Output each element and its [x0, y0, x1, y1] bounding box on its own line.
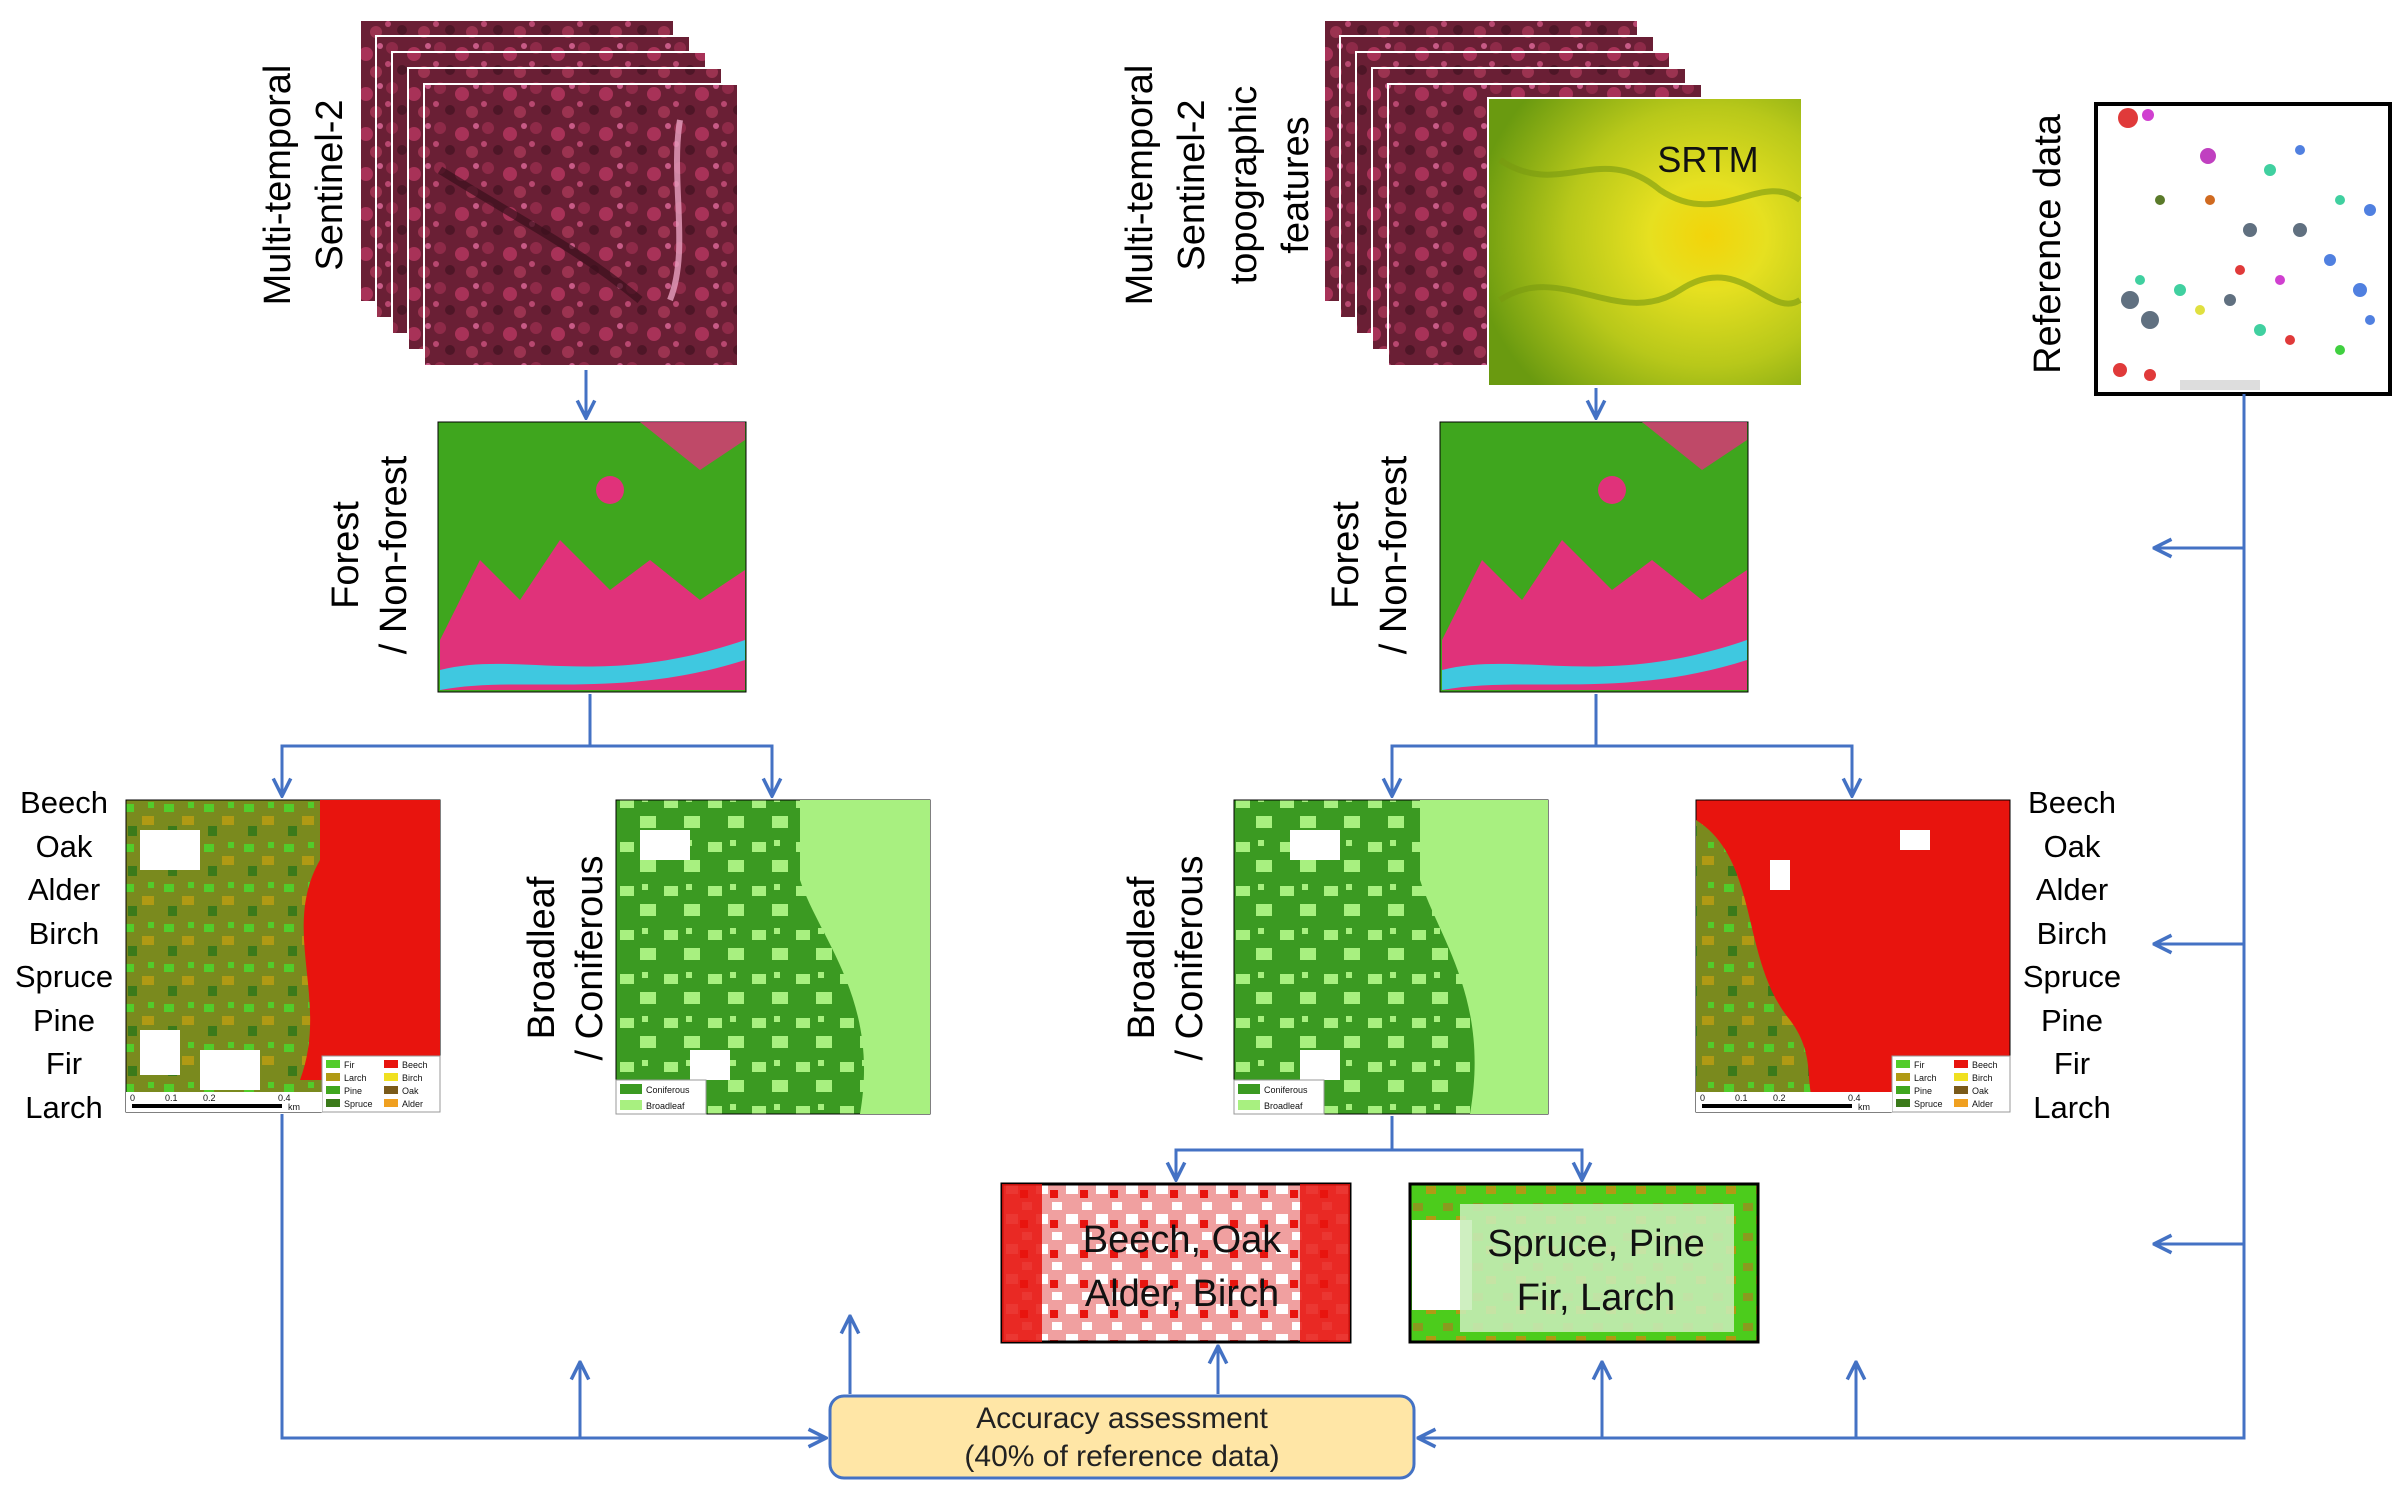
left-forest-label-2: / Non-forest: [373, 455, 415, 654]
right-species-label-spruce: Spruce: [2023, 959, 2121, 994]
broadleaf-box-line-1: Beech, Oak: [1083, 1219, 1283, 1261]
left-input-label-2: Sentinel-2: [309, 99, 351, 270]
left-legend-beech: Beech: [402, 1060, 428, 1070]
broadleaf-box-line-2: Alder, Birch: [1085, 1273, 1279, 1315]
conifer-box-line-2: Fir, Larch: [1517, 1277, 1675, 1319]
reference-data-label: Reference data: [2027, 113, 2069, 374]
accuracy-line-1: Accuracy assessment: [976, 1402, 1268, 1435]
right-scale-tick-2: 0.2: [1773, 1093, 1786, 1103]
right-legend-pine: Pine: [1914, 1086, 1932, 1096]
left-species-label-oak: Oak: [36, 829, 93, 864]
conifer-species-box: Spruce, Pine Fir, Larch: [1408, 1182, 1760, 1344]
right-species-labels: Beech Oak Alder Birch Spruce Pine Fir La…: [2023, 785, 2121, 1125]
left-legend-fir: Fir: [344, 1060, 355, 1070]
right-scale-tick-1: 0.1: [1735, 1093, 1748, 1103]
left-legend-oak: Oak: [402, 1086, 419, 1096]
right-forest-label-2: / Non-forest: [1373, 455, 1415, 654]
left-sentinel-stack: [359, 19, 739, 367]
left-scale-tick-1: 0.1: [165, 1093, 178, 1103]
right-species-label-beech: Beech: [2028, 785, 2116, 820]
right-bc-label-1: Broadleaf: [1121, 876, 1163, 1039]
left-species-labels: Beech Oak Alder Birch Spruce Pine Fir La…: [15, 785, 113, 1125]
left-forest-label-1: Forest: [325, 501, 367, 609]
right-species-label-oak: Oak: [2044, 829, 2101, 864]
right-species-label-fir: Fir: [2054, 1046, 2090, 1081]
right-species-legend-box: [1891, 1055, 2011, 1113]
arrow-reference-to-accuracy: [1418, 394, 2246, 1438]
left-bc-label-2: / Coniferous: [569, 856, 611, 1061]
srtm-label: SRTM: [1657, 139, 1758, 180]
right-bc-label-2: / Coniferous: [1169, 856, 1211, 1061]
left-species-label-larch: Larch: [25, 1090, 103, 1125]
arrow-left-forest-to-bc: [590, 744, 772, 796]
left-bc-label-1: Broadleaf: [521, 876, 563, 1039]
left-species-label-fir: Fir: [46, 1046, 82, 1081]
right-legend-larch: Larch: [1914, 1073, 1937, 1083]
left-species-label-alder: Alder: [28, 872, 100, 907]
right-scale-unit: km: [1858, 1102, 1870, 1112]
right-species-map: Fir Beech Larch Birch Pine Oak Spruce Al…: [1695, 799, 2011, 1113]
arrow-bc-to-broadleaf: [1176, 1116, 1394, 1180]
right-input-label-2: Sentinel-2: [1171, 99, 1213, 270]
arrow-right-forest-to-species: [1596, 744, 1852, 796]
right-forest-map: [1439, 421, 1749, 693]
left-scale-tick-2: 0.2: [203, 1093, 216, 1103]
right-legend-fir: Fir: [1914, 1060, 1925, 1070]
left-legend-pine: Pine: [344, 1086, 362, 1096]
left-forest-map: [437, 421, 747, 693]
left-legend-birch: Birch: [402, 1073, 423, 1083]
right-scale-tick-0: 0: [1700, 1093, 1705, 1103]
left-input-label-1: Multi-temporal: [257, 65, 299, 306]
accuracy-line-2: (40% of reference data): [964, 1440, 1279, 1473]
left-scale-unit: km: [288, 1102, 300, 1112]
left-bc-map: Coniferous Broadleaf: [615, 799, 931, 1115]
right-legend-oak: Oak: [1972, 1086, 1989, 1096]
right-input-label-1: Multi-temporal: [1119, 65, 1161, 306]
right-input-label-4: features: [1275, 116, 1317, 253]
arrow-left-species-to-accuracy: [280, 1114, 826, 1438]
flow-arrows: [280, 370, 2246, 1438]
arrow-left-forest-split: [282, 694, 592, 796]
accuracy-assessment-box: Accuracy assessment (40% of reference da…: [828, 1394, 1416, 1480]
left-scale-tick-3: 0.4: [278, 1093, 291, 1103]
right-bc-legend-coniferous: Coniferous: [1264, 1085, 1308, 1095]
left-bc-legend-coniferous: Coniferous: [646, 1085, 690, 1095]
right-bc-map: Coniferous Broadleaf: [1233, 799, 1549, 1115]
left-species-label-birch: Birch: [29, 916, 100, 951]
left-species-map: Fir Beech Larch Birch Pine Oak Spruce Al…: [125, 799, 441, 1113]
conifer-box-line-1: Spruce, Pine: [1487, 1223, 1705, 1265]
left-bc-legend-broadleaf: Broadleaf: [646, 1101, 685, 1111]
arrow-right-forest-split: [1392, 694, 1598, 796]
left-sentinel-layer-5: [423, 83, 739, 367]
right-species-label-pine: Pine: [2041, 1003, 2103, 1038]
right-legend-alder: Alder: [1972, 1099, 1993, 1109]
left-legend-alder: Alder: [402, 1099, 423, 1109]
left-species-label-spruce: Spruce: [15, 959, 113, 994]
right-forest-label-1: Forest: [1325, 501, 1367, 609]
left-species-legend-box: [321, 1055, 441, 1113]
right-input-label-3: topographic: [1223, 86, 1265, 285]
reference-data-map: [2094, 102, 2392, 396]
right-legend-beech: Beech: [1972, 1060, 1998, 1070]
right-legend-spruce: Spruce: [1914, 1099, 1943, 1109]
srtm-layer: SRTM: [1487, 97, 1803, 387]
left-species-label-beech: Beech: [20, 785, 108, 820]
right-bc-legend-broadleaf: Broadleaf: [1264, 1101, 1303, 1111]
right-legend-birch: Birch: [1972, 1073, 1993, 1083]
right-scale-tick-3: 0.4: [1848, 1093, 1861, 1103]
right-species-label-birch: Birch: [2037, 916, 2108, 951]
right-species-label-alder: Alder: [2036, 872, 2108, 907]
left-scale-tick-0: 0: [130, 1093, 135, 1103]
arrow-bc-to-conifer: [1392, 1148, 1582, 1180]
left-legend-spruce: Spruce: [344, 1099, 373, 1109]
right-species-label-larch: Larch: [2033, 1090, 2111, 1125]
left-legend-larch: Larch: [344, 1073, 367, 1083]
broadleaf-species-box: Beech, Oak Alder, Birch: [1000, 1182, 1352, 1344]
left-species-label-pine: Pine: [33, 1003, 95, 1038]
